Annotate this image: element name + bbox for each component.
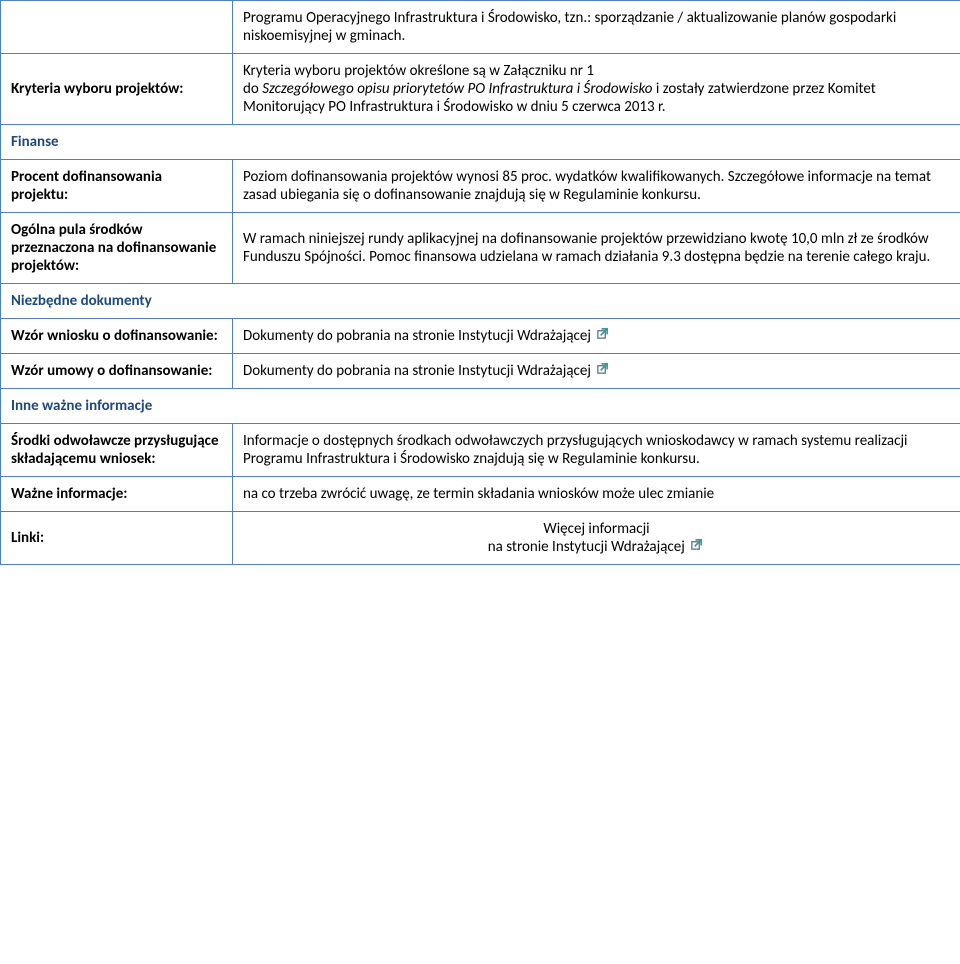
kryteria-label: Kryteria wyboru projektów: <box>1 54 233 125</box>
srodki-content: Informacje o dostępnych środkach odwoław… <box>233 424 960 477</box>
wazne-label: Ważne informacje: <box>1 477 233 512</box>
kryteria-content: Kryteria wyboru projektów określone są w… <box>233 54 960 125</box>
pula-label: Ogólna pula środków przeznaczona na dofi… <box>1 213 233 284</box>
srodki-label: Środki odwoławcze przysługujące składają… <box>1 424 233 477</box>
linki-line2: na stronie Instytucji Wdrażającej <box>488 538 685 556</box>
linki-content: Więcej informacji na stronie Instytucji … <box>233 512 960 565</box>
wzor-umowy-label: Wzór umowy o dofinansowanie: <box>1 354 233 389</box>
external-link-icon[interactable] <box>690 538 703 556</box>
empty-label-cell <box>1 1 233 54</box>
procent-label: Procent dofinansowania projektu: <box>1 160 233 213</box>
linki-line1: Więcej informacji <box>243 520 950 538</box>
external-link-icon[interactable] <box>596 327 609 345</box>
kryteria-line2a: do <box>243 80 262 98</box>
wzor-wniosku-content: Dokumenty do pobrania na stronie Instytu… <box>233 319 960 354</box>
row-top-content: Programu Operacyjnego Infrastruktura i Ś… <box>233 1 960 54</box>
pula-content: W ramach niniejszej rundy aplikacyjnej n… <box>233 213 960 284</box>
wazne-content: na co trzeba zwrócić uwagę, ze termin sk… <box>233 477 960 512</box>
wzor-wniosku-label: Wzór wniosku o dofinansowanie: <box>1 319 233 354</box>
wzor-umowy-text: Dokumenty do pobrania na stronie Instytu… <box>243 362 591 380</box>
linki-line2-wrap: na stronie Instytucji Wdrażającej <box>243 538 950 556</box>
kryteria-line1: Kryteria wyboru projektów określone są w… <box>243 62 594 80</box>
wzor-wniosku-text: Dokumenty do pobrania na stronie Instytu… <box>243 327 591 345</box>
kryteria-italic: Szczegółowego opisu priorytetów PO Infra… <box>262 80 652 98</box>
procent-content: Poziom dofinansowania projektów wynosi 8… <box>233 160 960 213</box>
info-table: Programu Operacyjnego Infrastruktura i Ś… <box>0 0 960 565</box>
section-niezbedne: Niezbędne dokumenty <box>1 284 960 319</box>
section-finanse: Finanse <box>1 125 960 160</box>
external-link-icon[interactable] <box>596 362 609 380</box>
section-inne: Inne ważne informacje <box>1 389 960 424</box>
wzor-umowy-content: Dokumenty do pobrania na stronie Instytu… <box>233 354 960 389</box>
linki-label: Linki: <box>1 512 233 565</box>
